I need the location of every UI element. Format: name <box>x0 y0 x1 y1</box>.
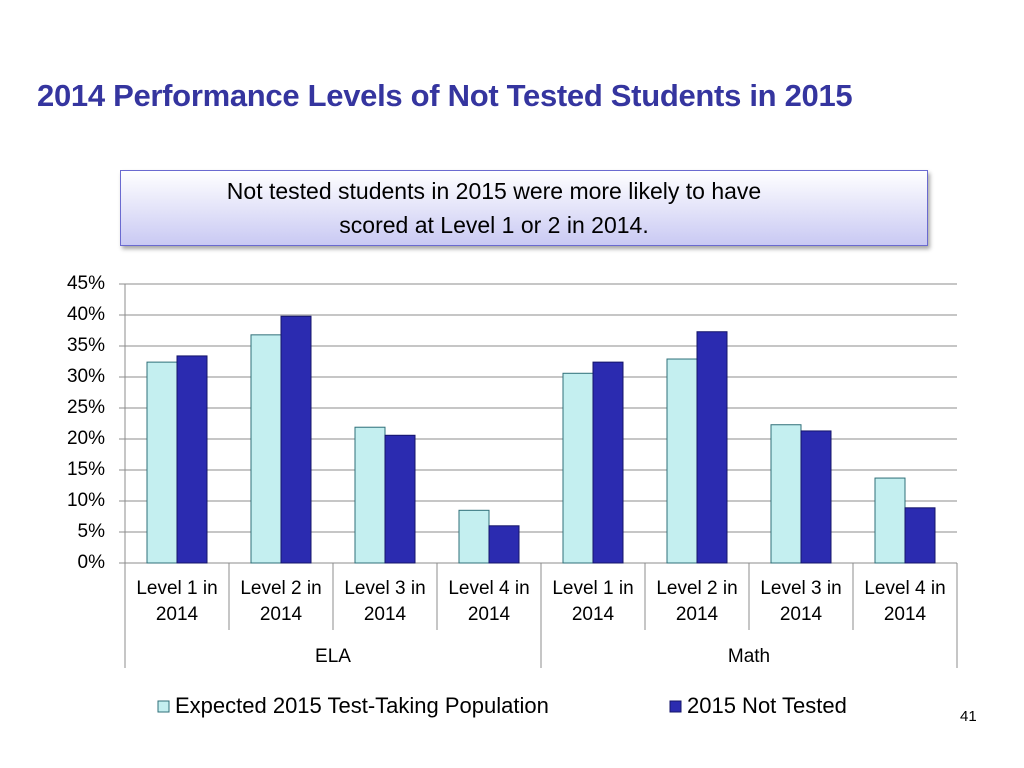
bar <box>592 361 624 564</box>
y-tick-label: 10% <box>67 490 105 511</box>
bar <box>874 477 906 564</box>
bar <box>146 361 178 564</box>
y-tick-label: 5% <box>78 521 106 542</box>
bar <box>280 315 312 564</box>
x-tick-label: Level 1 in 2014 <box>136 578 218 625</box>
bar <box>250 334 282 564</box>
bar <box>488 525 520 564</box>
bar <box>176 355 208 564</box>
bar <box>562 372 594 564</box>
bar <box>458 509 490 564</box>
legend-label: Expected 2015 Test-Taking Population <box>175 693 549 718</box>
y-tick-label: 25% <box>67 397 105 418</box>
legend-swatch <box>669 700 682 713</box>
y-tick-label: 35% <box>67 335 105 356</box>
y-tick-label: 15% <box>67 459 105 480</box>
x-tick-label: Level 3 in 2014 <box>344 578 426 625</box>
bar <box>696 331 728 564</box>
x-tick-label: Level 3 in 2014 <box>760 578 842 625</box>
group-label: ELA <box>315 646 351 667</box>
group-label: Math <box>727 646 771 667</box>
y-tick-label: 40% <box>67 304 105 325</box>
y-tick-label: 45% <box>67 273 105 294</box>
bar <box>384 434 416 564</box>
page-number: 41 <box>960 708 977 725</box>
y-tick-label: 20% <box>67 428 105 449</box>
x-tick-label: Level 4 in 2014 <box>448 578 530 625</box>
x-tick-label: Level 2 in 2014 <box>240 578 322 625</box>
slide-title: 2014 Performance Levels of Not Tested St… <box>37 78 853 113</box>
legend-label: 2015 Not Tested <box>687 693 847 718</box>
bar <box>904 507 936 564</box>
y-tick-label: 30% <box>67 366 105 387</box>
x-tick-label: Level 1 in 2014 <box>552 578 634 625</box>
x-tick-label: Level 4 in 2014 <box>864 578 946 625</box>
annotation: Not tested students in 2015 were more li… <box>226 178 762 238</box>
legend-swatch <box>157 700 170 713</box>
y-tick-label: 0% <box>78 552 106 573</box>
x-tick-label: Level 2 in 2014 <box>656 578 738 625</box>
bar <box>354 426 386 564</box>
bar <box>770 424 802 564</box>
bar <box>666 358 698 564</box>
annotation-box: Not tested students in 2015 were more li… <box>120 170 928 246</box>
bar <box>800 430 832 564</box>
